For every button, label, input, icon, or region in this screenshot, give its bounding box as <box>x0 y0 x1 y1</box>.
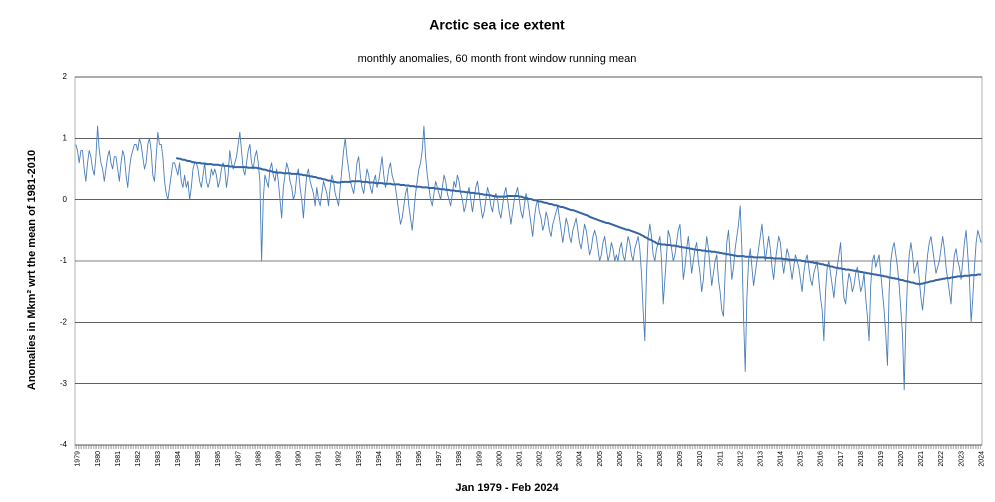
x-tick-label: 2018 <box>858 451 865 467</box>
x-tick-label: 1983 <box>155 451 162 467</box>
x-tick-label: 1993 <box>356 451 363 467</box>
x-tick-label: 1979 <box>75 451 82 467</box>
x-tick-label: 1992 <box>336 451 343 467</box>
y-tick-label: 1 <box>63 133 68 142</box>
x-tick-label: 2004 <box>577 451 584 467</box>
x-tick-label: 1998 <box>456 451 463 467</box>
x-tick-label: 2011 <box>717 451 724 466</box>
x-tick-label: 2007 <box>637 451 644 467</box>
chart-subtitle: monthly anomalies, 60 month front window… <box>358 53 637 65</box>
x-tick-label: 1997 <box>436 451 443 467</box>
x-tick-label: 2010 <box>697 451 704 467</box>
x-tick-label: 1994 <box>376 451 383 467</box>
x-tick-label: 1989 <box>275 451 282 467</box>
x-tick-label: 2013 <box>757 451 764 467</box>
x-tick-label: 1984 <box>175 451 182 467</box>
series-line <box>75 125 982 391</box>
x-tick-label: 2003 <box>557 451 564 467</box>
y-tick-label: -2 <box>60 317 68 326</box>
x-tick-label: 2001 <box>516 451 523 467</box>
x-tick-label: 1988 <box>255 451 262 467</box>
x-tick-label: 1980 <box>95 451 102 467</box>
y-tick-label: -3 <box>60 379 68 388</box>
x-tick-label: 2005 <box>597 451 604 467</box>
y-tick-label: 2 <box>63 72 68 81</box>
x-tick-label: 2000 <box>496 451 503 467</box>
chart-title: Arctic sea ice extent <box>429 17 565 33</box>
x-tick-label: 2017 <box>838 451 845 467</box>
x-tick-label: 2012 <box>737 451 744 467</box>
x-tick-label: 1995 <box>396 451 403 467</box>
y-tick-label: -1 <box>60 256 68 265</box>
y-tick-label: -4 <box>60 440 68 449</box>
x-tick-label: 2023 <box>958 451 965 467</box>
y-tick-label: 0 <box>63 195 68 204</box>
x-tick-label: 2009 <box>677 451 684 467</box>
x-tick-label: 1985 <box>195 451 202 467</box>
x-tick-label: 2021 <box>918 451 925 467</box>
x-tick-label: 1981 <box>115 451 122 467</box>
x-tick-label: 1990 <box>296 451 303 467</box>
x-tick-label: 2019 <box>878 451 885 467</box>
x-tick-label: 2014 <box>778 451 785 467</box>
x-tick-label: 2008 <box>657 451 664 467</box>
x-tick-label: 1986 <box>215 451 222 467</box>
x-tick-label: 2022 <box>938 451 945 467</box>
x-tick-label: 1996 <box>416 451 423 467</box>
x-tick-label: 1999 <box>476 451 483 467</box>
x-tick-label: 2024 <box>978 451 985 467</box>
series-line <box>175 157 982 286</box>
x-axis-title: Jan 1979 - Feb 2024 <box>455 482 559 494</box>
x-tick-label: 1987 <box>235 451 242 467</box>
x-tick-label: 2002 <box>537 451 544 467</box>
y-axis-title: Anomalies in Mkm² wrt the mean of 1981-2… <box>26 150 38 390</box>
x-tick-label: 2016 <box>818 451 825 467</box>
x-tick-label: 2006 <box>617 451 624 467</box>
x-tick-label: 2015 <box>798 451 805 467</box>
x-tick-label: 2020 <box>898 451 905 467</box>
x-tick-label: 1982 <box>135 451 142 467</box>
x-tick-label: 1991 <box>316 451 323 467</box>
